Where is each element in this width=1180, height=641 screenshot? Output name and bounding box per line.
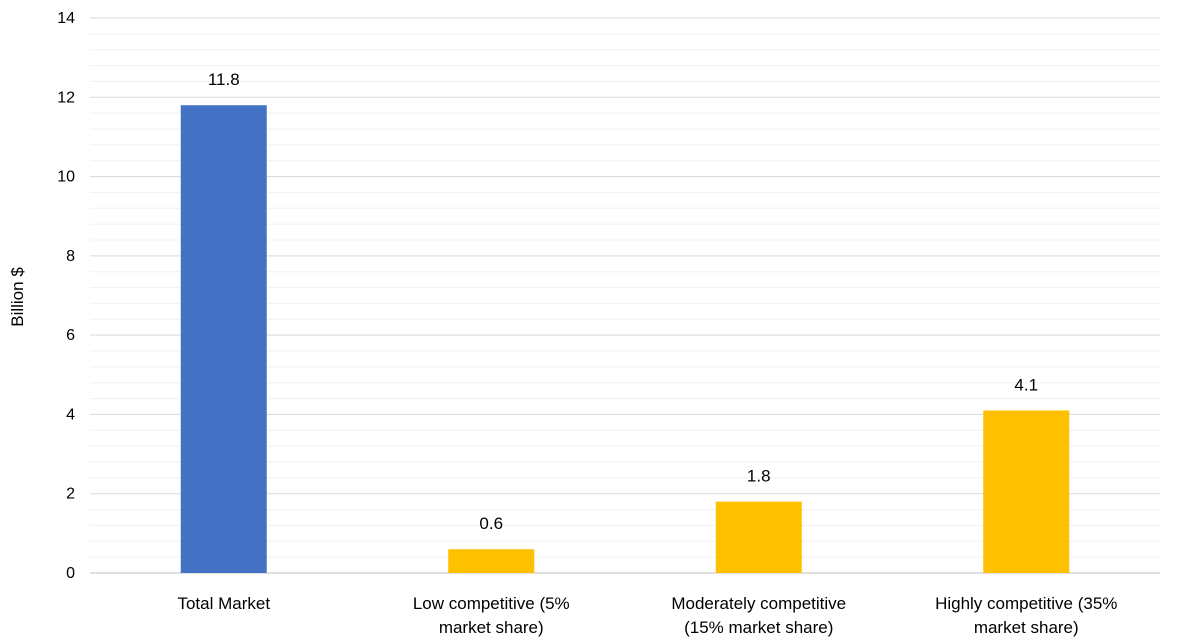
bar bbox=[715, 501, 802, 573]
y-tick-label: 4 bbox=[66, 406, 75, 423]
data-label: 0.6 bbox=[479, 514, 503, 533]
category-label-line: Highly competitive (35% bbox=[935, 594, 1117, 613]
bar bbox=[180, 105, 267, 573]
category-label-line: Moderately competitive bbox=[671, 594, 846, 613]
category-label-line: Total Market bbox=[177, 594, 270, 613]
y-tick-labels: 0 2 4 6 8 10 12 14 bbox=[57, 10, 75, 582]
category-label: Total Market bbox=[177, 594, 270, 613]
data-label: 1.8 bbox=[747, 467, 771, 486]
gridlines bbox=[90, 17, 1160, 574]
category-label: Low competitive (5% market share) bbox=[413, 594, 570, 637]
y-tick-label: 8 bbox=[66, 248, 75, 265]
y-tick-label: 14 bbox=[57, 10, 75, 27]
y-axis-title: Billion $ bbox=[8, 267, 27, 327]
category-labels: Total Market Low competitive (5% market sh… bbox=[177, 594, 1117, 637]
category-label: Moderately competitive (15% market share) bbox=[671, 594, 846, 637]
data-label: 4.1 bbox=[1014, 375, 1038, 394]
category-label-line: (15% market share) bbox=[684, 618, 833, 637]
bars bbox=[180, 105, 1070, 573]
y-tick-label: 12 bbox=[57, 89, 75, 106]
data-label: 11.8 bbox=[208, 70, 240, 89]
category-label: Highly competitive (35% market share) bbox=[935, 594, 1117, 637]
bar bbox=[983, 410, 1070, 573]
bar bbox=[448, 549, 535, 573]
y-tick-label: 2 bbox=[66, 486, 75, 503]
y-tick-label: 6 bbox=[66, 327, 75, 344]
category-label-line: market share) bbox=[439, 618, 544, 637]
category-label-line: Low competitive (5% bbox=[413, 594, 570, 613]
y-tick-label: 10 bbox=[57, 169, 75, 186]
category-label-line: market share) bbox=[974, 618, 1079, 637]
y-tick-label: 0 bbox=[66, 565, 75, 582]
data-labels: 11.8 0.6 1.8 4.1 bbox=[208, 70, 1038, 533]
